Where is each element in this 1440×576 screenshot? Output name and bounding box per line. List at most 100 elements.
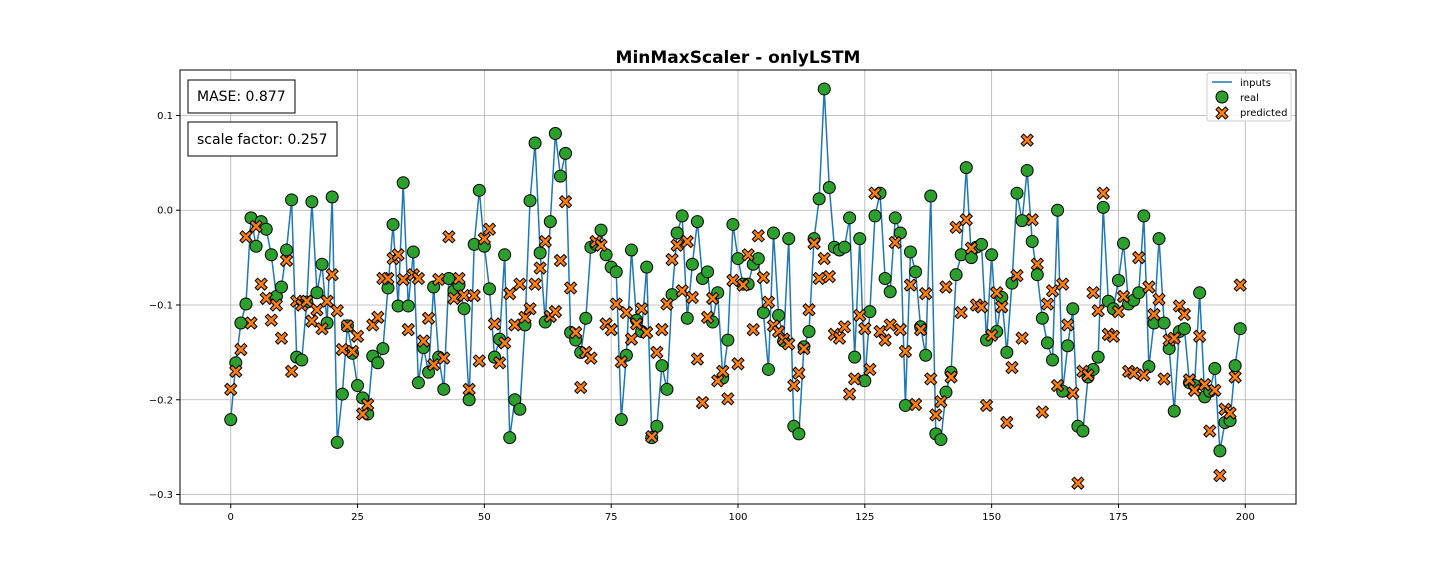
predicted-series <box>224 133 1247 490</box>
predicted-point <box>797 341 811 356</box>
predicted-point <box>1071 476 1085 490</box>
predicted-point <box>888 235 902 250</box>
predicted-point <box>868 186 882 200</box>
predicted-point <box>1203 424 1217 438</box>
predicted-point <box>817 251 831 266</box>
predicted-point <box>432 272 446 287</box>
real-point <box>224 413 238 427</box>
predicted-point <box>1050 378 1065 393</box>
real-point <box>371 356 385 370</box>
predicted-point <box>619 305 634 320</box>
real-point <box>1061 339 1075 353</box>
real-point <box>376 342 390 356</box>
predicted-point <box>1152 292 1166 307</box>
scale-factor-annotation-text: scale factor: 0.257 <box>197 132 328 148</box>
predicted-point <box>269 298 284 312</box>
y-tick-label: −0.3 <box>149 490 173 501</box>
predicted-point <box>360 397 375 412</box>
real-point <box>1091 350 1105 364</box>
predicted-point <box>761 295 776 309</box>
real-point <box>351 379 365 393</box>
predicted-point <box>908 397 923 412</box>
real-point <box>503 431 517 445</box>
predicted-point <box>863 362 877 377</box>
predicted-point <box>1000 415 1014 430</box>
legend-real-marker <box>1215 90 1229 104</box>
y-tick-label: 0.0 <box>157 206 173 217</box>
predicted-point <box>513 277 527 291</box>
predicted-point <box>401 322 415 337</box>
real-point <box>1193 286 1207 300</box>
real-point <box>1066 302 1080 316</box>
predicted-point <box>477 231 492 246</box>
predicted-point <box>974 300 989 314</box>
predicted-point <box>325 267 339 282</box>
predicted-point <box>995 300 1009 314</box>
predicted-point <box>224 382 238 397</box>
predicted-point <box>264 313 279 327</box>
predicted-point <box>898 344 913 359</box>
real-point <box>858 374 872 388</box>
predicted-point <box>1213 468 1227 483</box>
predicted-point <box>964 241 979 255</box>
real-point <box>838 240 852 254</box>
real-point <box>883 285 897 299</box>
predicted-point <box>447 291 461 306</box>
predicted-point <box>792 366 806 380</box>
predicted-point <box>670 238 684 253</box>
predicted-point <box>1025 213 1039 227</box>
predicted-point <box>1030 257 1044 271</box>
predicted-point <box>782 337 796 351</box>
real-point <box>670 226 684 240</box>
real-point <box>335 387 349 401</box>
predicted-point <box>310 303 324 317</box>
predicted-point <box>518 310 532 325</box>
scale-factor-annotation: scale factor: 0.257 <box>187 121 338 157</box>
real-point <box>655 359 669 373</box>
legend-real-label: real <box>1240 93 1259 104</box>
predicted-point <box>711 374 725 388</box>
real-point <box>533 246 547 260</box>
predicted-point <box>244 316 258 330</box>
predicted-point <box>442 230 456 244</box>
axis-ticks: 0 25 50 75 100 125 150 175 200 −0.3 −0.2 −0.1 0.0 0.1 <box>149 111 1255 523</box>
real-point <box>330 435 344 449</box>
real-point <box>660 382 674 396</box>
predicted-point <box>934 394 948 409</box>
predicted-point <box>716 364 730 379</box>
predicted-point <box>685 290 700 305</box>
mase-annotation-text: MASE: 0.877 <box>197 89 286 105</box>
predicted-point <box>842 387 857 401</box>
real-point <box>1035 311 1049 325</box>
predicted-point <box>944 370 958 384</box>
real-point <box>1228 359 1242 373</box>
predicted-point <box>330 303 344 318</box>
predicted-point <box>340 319 355 333</box>
predicted-point <box>553 253 568 268</box>
predicted-point <box>959 213 973 227</box>
real-point <box>523 194 537 208</box>
real-point <box>437 382 451 396</box>
real-point <box>1020 163 1034 177</box>
predicted-point <box>523 302 537 316</box>
real-point <box>985 248 999 262</box>
predicted-point <box>462 382 476 397</box>
real-point <box>756 306 770 320</box>
chart-title: MinMaxScaler - onlyLSTM <box>616 48 861 68</box>
predicted-point <box>949 220 963 235</box>
predicted-point <box>1182 373 1197 387</box>
predicted-point <box>492 356 507 370</box>
predicted-point <box>1192 329 1207 343</box>
predicted-point <box>1066 386 1080 400</box>
predicted-point <box>741 248 755 262</box>
predicted-point <box>604 322 618 337</box>
real-point <box>772 308 786 322</box>
real-point <box>386 217 400 231</box>
predicted-point <box>355 407 370 421</box>
predicted-point <box>1223 406 1237 420</box>
predicted-point <box>939 280 953 294</box>
real-point <box>624 243 638 257</box>
predicted-point <box>239 230 253 244</box>
predicted-point <box>690 352 705 366</box>
predicted-point <box>558 195 573 209</box>
